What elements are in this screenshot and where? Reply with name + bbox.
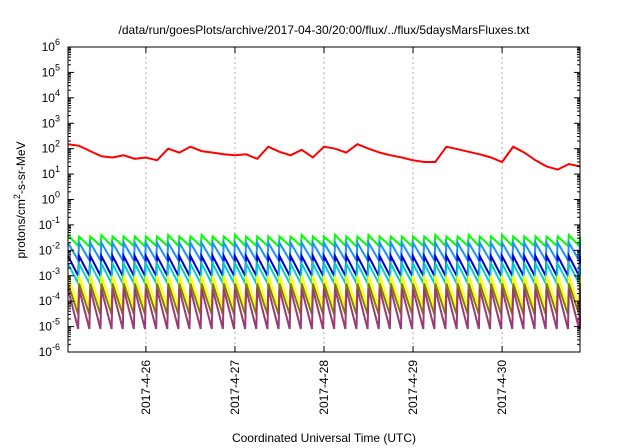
y-tick-label-base: 10 — [42, 91, 56, 105]
y-tick-label: 100 — [42, 190, 60, 207]
y-tick-label: 10-5 — [39, 317, 60, 334]
y-tick-label-base: 10 — [42, 167, 56, 181]
grid — [145, 47, 503, 352]
series-line-1 — [67, 143, 581, 171]
y-axis-label-sup: 2 — [12, 194, 22, 199]
y-tick-label-base: 10 — [39, 345, 53, 359]
y-axis-label-base: protons/cm — [14, 199, 28, 258]
y-tick-label-exponent: 2 — [55, 139, 60, 149]
y-tick-label-exponent: 5 — [55, 62, 60, 72]
y-tick-label-base: 10 — [39, 294, 53, 308]
y-tick-label: 105 — [42, 62, 60, 79]
y-axis: 10-610-510-410-310-210-11001011021031041… — [39, 37, 580, 359]
y-tick-label-exponent: -1 — [52, 215, 60, 225]
series-line-3 — [67, 239, 581, 264]
y-tick-label-exponent: 1 — [55, 164, 60, 174]
y-tick-label-exponent: -3 — [52, 266, 60, 276]
y-tick-label-exponent: 4 — [55, 88, 60, 98]
y-tick-label: 101 — [42, 164, 60, 181]
y-tick-label-base: 10 — [39, 218, 53, 232]
y-tick-label: 102 — [42, 139, 60, 156]
y-tick-label: 10-1 — [39, 215, 60, 232]
y-axis-label-rest: -s-sr-MeV — [14, 141, 28, 194]
y-tick-label-base: 10 — [42, 65, 56, 79]
x-tick-label: 2017-4-30 — [495, 360, 509, 415]
y-tick-label-base: 10 — [39, 269, 53, 283]
y-tick-label-base: 10 — [42, 116, 56, 130]
y-tick-label: 10-3 — [39, 266, 60, 283]
y-tick-label-base: 10 — [42, 142, 56, 156]
y-tick-label-base: 10 — [39, 243, 53, 257]
x-tick-label: 2017-4-26 — [139, 360, 153, 415]
y-tick-label-exponent: 6 — [55, 37, 60, 47]
x-axis-label: Coordinated Universal Time (UTC) — [232, 431, 416, 445]
x-tick-label: 2017-4-27 — [228, 360, 242, 415]
y-tick-label-exponent: -2 — [52, 240, 60, 250]
chart-title: /data/run/goesPlots/archive/2017-04-30/2… — [119, 23, 531, 37]
y-tick-label: 10-2 — [39, 240, 60, 257]
y-tick-label: 10-4 — [39, 291, 60, 308]
y-tick-label-exponent: 3 — [55, 113, 60, 123]
y-axis-label: protons/cm2-s-sr-MeV — [12, 141, 28, 258]
y-tick-label-base: 10 — [42, 40, 56, 54]
y-tick-label: 10-6 — [39, 342, 60, 359]
series-line-8 — [67, 288, 581, 330]
y-tick-label: 104 — [42, 88, 60, 105]
x-tick-label: 2017-4-28 — [317, 360, 331, 415]
x-axis: 2017-4-26 2017-4-27 2017-4-28 2017-4-29 2017… — [139, 47, 509, 415]
y-tick-label-exponent: -5 — [52, 317, 60, 327]
y-tick-label-base: 10 — [42, 193, 56, 207]
y-tick-label: 103 — [42, 113, 60, 130]
series-line-5 — [67, 259, 581, 288]
series-lines — [67, 143, 581, 330]
y-tick-label-base: 10 — [39, 320, 53, 334]
y-tick-label-exponent: 0 — [55, 190, 60, 200]
x-tick-label: 2017-4-29 — [406, 360, 420, 415]
y-tick-label-exponent: -4 — [52, 291, 60, 301]
y-tick-label: 106 — [42, 37, 60, 54]
y-tick-label-exponent: -6 — [52, 342, 60, 352]
